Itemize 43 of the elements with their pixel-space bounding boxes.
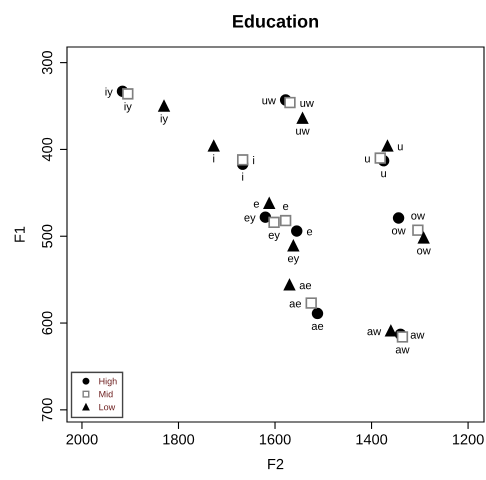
annotation: u: [398, 144, 403, 150]
annotation: uw: [296, 128, 310, 135]
legend-label: Low: [99, 404, 116, 410]
x-tick-label: 1800: [163, 434, 194, 445]
annotation: e: [283, 204, 288, 210]
annotation: ae: [290, 301, 301, 308]
x-tick-label: 1600: [260, 434, 291, 445]
annotation: i: [242, 172, 244, 181]
y-axis-title: F1: [14, 226, 25, 242]
x-tick-label: 1200: [452, 434, 484, 445]
annotation: e: [254, 202, 260, 208]
x-tick-label: 2000: [66, 434, 98, 445]
y-tick-label: 600: [42, 311, 52, 334]
annotation: iy: [106, 87, 113, 98]
annotation: u: [365, 156, 370, 162]
y-tick-label: 500: [42, 224, 52, 248]
annotation: ow: [392, 228, 406, 234]
legend-label: High: [99, 378, 117, 386]
y-tick-label: 700: [42, 398, 52, 422]
x-tick-label: 1400: [356, 434, 388, 445]
annotation: ow: [411, 214, 426, 220]
annotation: ey: [268, 232, 280, 242]
annotation: ae: [312, 324, 324, 330]
annotation: u: [381, 171, 386, 178]
annotation: iy: [124, 102, 132, 113]
annotation: aw: [410, 332, 424, 339]
annotation: ey: [244, 215, 256, 224]
chart-title: Education: [233, 14, 318, 28]
annotation: i: [253, 156, 254, 164]
annotation: uw: [262, 98, 276, 104]
annotation: iy: [160, 114, 168, 125]
annotation: aw: [367, 329, 382, 336]
annotation: uw: [300, 100, 314, 107]
y-tick-label: 400: [42, 138, 52, 162]
annotation: ey: [288, 256, 300, 264]
legend-label: Mid: [99, 390, 113, 398]
annotation: ow: [417, 248, 431, 254]
y-tick-label: 300: [42, 51, 52, 74]
annotation: ae: [300, 283, 312, 290]
annotation: aw: [396, 347, 410, 354]
x-axis-title: F2: [268, 458, 284, 470]
annotation: e: [306, 229, 312, 236]
annotation: i: [213, 154, 214, 162]
